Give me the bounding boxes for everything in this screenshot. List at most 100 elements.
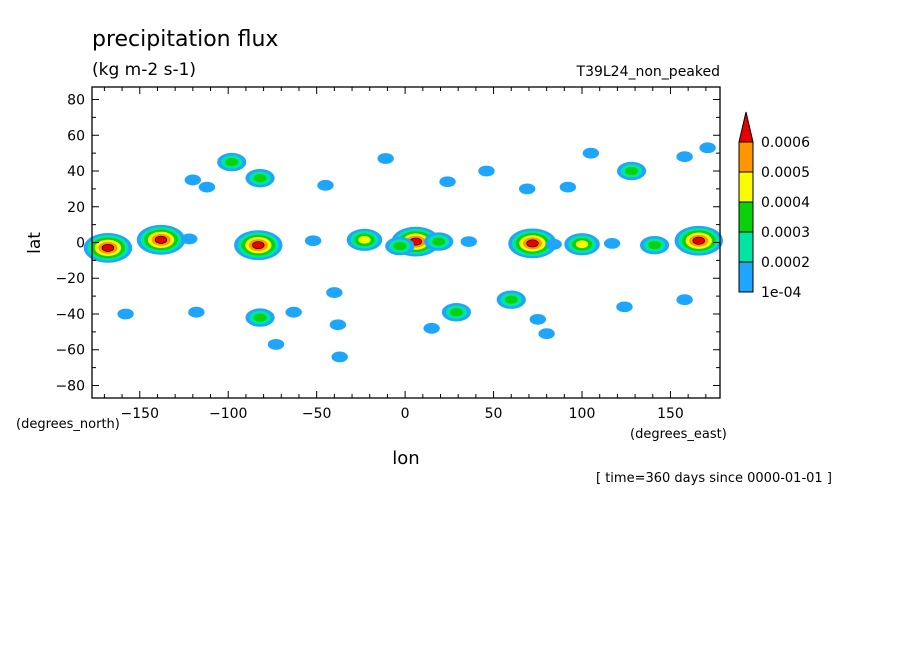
precip-feature [603, 237, 621, 249]
contour-level-1 [559, 181, 577, 193]
precip-feature [478, 165, 495, 177]
contour-level-1 [304, 235, 322, 247]
colorbar-segment [738, 201, 754, 233]
contour-level-1 [317, 179, 334, 191]
precip-feature [545, 238, 562, 250]
contour-level-3 [449, 308, 463, 317]
contour-level-1 [529, 313, 546, 325]
colorbar-label: 0.0002 [761, 255, 810, 271]
precip-feature [639, 235, 670, 255]
precip-feature [217, 152, 247, 172]
precip-feature [439, 176, 456, 188]
contour-field [83, 142, 723, 363]
precip-feature [699, 142, 716, 154]
contour-level-1 [181, 233, 198, 245]
x-axis-ticks: −150 −100 −50 0 50 100 150 [103, 87, 707, 422]
precip-feature [564, 233, 600, 256]
colorbar-segment [738, 231, 754, 263]
precip-feature [676, 151, 693, 163]
precip-feature [136, 224, 186, 255]
contour-level-1 [460, 236, 477, 248]
precip-feature [424, 232, 454, 251]
precip-feature [616, 161, 647, 181]
precip-feature [385, 236, 415, 256]
precip-feature [423, 322, 440, 334]
contour-level-6 [154, 235, 168, 244]
contour-level-1 [478, 165, 495, 177]
x-tick-label: −100 [209, 406, 247, 422]
colorbar-segment [738, 141, 754, 173]
x-tick-label: −150 [121, 406, 159, 422]
contour-level-1 [699, 142, 716, 154]
y-axis-label: lat [25, 232, 45, 254]
precip-feature [616, 301, 633, 313]
contour-level-6 [526, 239, 539, 248]
contour-level-1 [545, 238, 562, 250]
precip-feature [198, 181, 216, 193]
contour-level-1 [676, 294, 693, 306]
y-axis-units: (degrees_north) [16, 417, 120, 432]
y-tick-label: −80 [55, 378, 85, 394]
x-axis-units: (degrees_east) [630, 427, 727, 442]
precip-feature [674, 225, 723, 256]
contour-level-3 [253, 313, 267, 322]
run-label: T39L24_non_peaked [576, 64, 720, 80]
contour-level-1 [616, 301, 633, 313]
y-tick-label: 20 [67, 200, 85, 216]
contour-level-3 [253, 174, 267, 183]
precip-feature [346, 228, 383, 251]
contour-level-1 [582, 147, 600, 159]
precip-feature [377, 153, 394, 164]
contour-level-3 [625, 166, 639, 176]
y-tick-label: −60 [55, 343, 85, 359]
precip-feature [117, 308, 134, 320]
contour-level-1 [285, 306, 302, 318]
x-tick-label: −50 [302, 406, 332, 422]
precip-feature [441, 303, 472, 322]
precip-feature [508, 228, 557, 259]
precip-feature [676, 294, 693, 306]
contour-level-1 [331, 351, 348, 363]
precip-feature [234, 230, 283, 261]
precip-feature [460, 236, 477, 248]
precip-feature [285, 306, 302, 318]
contour-level-3 [648, 241, 662, 250]
contour-level-1 [538, 328, 555, 340]
contour-level-1 [423, 322, 440, 334]
colorbar-extend-arrow [738, 111, 754, 143]
precip-feature [184, 174, 202, 186]
precip-feature [267, 338, 285, 350]
y-axis-ticks: 80 60 40 20 0 −20 −40 −60 −80 [55, 93, 720, 394]
chart-title: precipitation flux [92, 27, 278, 52]
contour-level-6 [692, 236, 705, 245]
contour-level-1 [377, 153, 394, 164]
contour-level-4 [358, 235, 371, 244]
contour-level-6 [252, 241, 265, 250]
contour-level-3 [432, 237, 446, 246]
contour-level-1 [188, 306, 205, 318]
y-tick-label: −40 [55, 307, 85, 323]
x-axis-label: lon [392, 448, 419, 469]
time-label: [ time=360 days since 0000-01-01 ] [596, 471, 832, 486]
precip-feature [529, 313, 546, 325]
colorbar-label: 1e-04 [761, 285, 801, 301]
contour-level-4 [575, 240, 589, 249]
contour-level-1 [184, 174, 202, 186]
chart-units: (kg m-2 s-1) [92, 60, 196, 80]
y-tick-label: 40 [67, 164, 85, 180]
colorbar-label: 0.0004 [761, 195, 810, 211]
precip-feature [188, 306, 205, 318]
colorbar-label: 0.0006 [761, 135, 810, 151]
y-tick-label: 60 [67, 128, 85, 144]
precip-feature [181, 233, 198, 245]
x-tick-label: 150 [657, 406, 684, 422]
contour-level-3 [504, 295, 518, 304]
precip-feature [245, 308, 275, 327]
x-tick-label: 50 [485, 406, 503, 422]
contour-level-1 [198, 181, 216, 193]
y-tick-label: −20 [55, 271, 85, 287]
contour-level-1 [117, 308, 134, 320]
contour-level-1 [518, 183, 536, 195]
y-tick-label: 0 [76, 236, 85, 252]
